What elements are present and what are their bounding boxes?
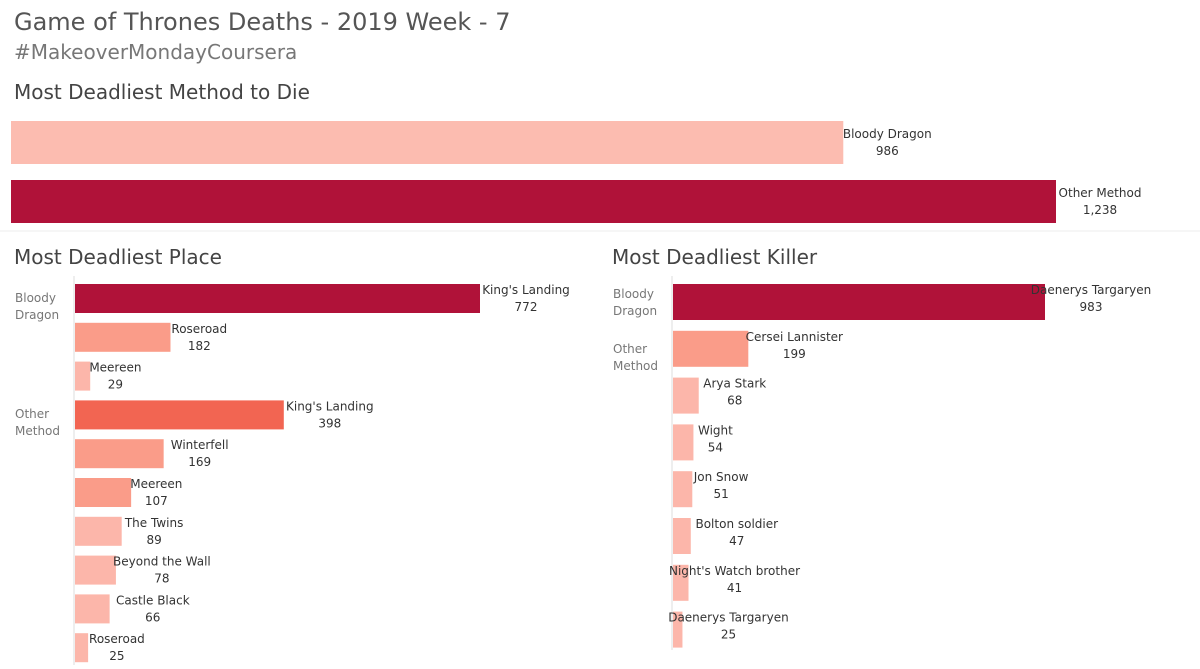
place-bar-value: 107 xyxy=(145,494,168,508)
killer-bar-label: Arya Stark xyxy=(703,377,766,391)
place-bar-label: The Twins xyxy=(124,516,183,530)
killer-bar-value: 47 xyxy=(729,534,744,548)
place-bar-label: Castle Black xyxy=(116,593,190,607)
place-bar-value: 29 xyxy=(108,378,123,392)
method-bar-label: Bloody Dragon xyxy=(843,127,932,141)
method-chart-title: Most Deadliest Method to Die xyxy=(14,80,310,104)
dashboard-title: Game of Thrones Deaths - 2019 Week - 7 xyxy=(14,8,511,36)
place-bar[interactable] xyxy=(75,400,284,430)
method-bar[interactable] xyxy=(11,180,1056,223)
place-bar-label: Winterfell xyxy=(171,438,229,452)
killer-bar-label: Daenerys Targaryen xyxy=(1031,283,1151,297)
place-bar[interactable] xyxy=(75,555,116,585)
killer-bar-value: 54 xyxy=(708,440,723,454)
place-chart-title: Most Deadliest Place xyxy=(14,245,222,269)
killer-bar[interactable] xyxy=(673,377,699,414)
place-bar-label: Roseroad xyxy=(171,322,227,336)
place-bar-value: 398 xyxy=(318,416,341,430)
place-bar-label: Meereen xyxy=(130,477,182,491)
place-bar[interactable] xyxy=(75,439,164,469)
place-bar[interactable] xyxy=(75,594,110,624)
killer-group-label: Dragon xyxy=(613,304,657,318)
killer-bar-label: Bolton soldier xyxy=(695,517,778,531)
place-bar[interactable] xyxy=(75,322,171,352)
killer-chart-title: Most Deadliest Killer xyxy=(612,245,818,269)
place-bar[interactable] xyxy=(75,361,91,391)
place-bar-label: King's Landing xyxy=(482,283,570,297)
killer-bar-label: Cersei Lannister xyxy=(746,330,843,344)
killer-bar-value: 983 xyxy=(1080,300,1103,314)
place-bar[interactable] xyxy=(75,633,89,663)
place-group-label: Dragon xyxy=(15,308,59,322)
killer-group-label: Method xyxy=(613,359,658,373)
place-bar-value: 89 xyxy=(146,533,161,547)
place-bar[interactable] xyxy=(75,516,122,546)
place-group-label: Other xyxy=(15,407,49,421)
killer-bar-label: Daenerys Targaryen xyxy=(668,611,788,625)
killer-bar[interactable] xyxy=(673,424,694,461)
place-bar-value: 182 xyxy=(188,339,211,353)
dashboard-subtitle: #MakeoverMondayCoursera xyxy=(14,40,298,64)
place-bar-value: 25 xyxy=(109,649,124,663)
killer-bar[interactable] xyxy=(673,518,691,554)
killer-bar[interactable] xyxy=(673,564,689,601)
place-bar-value: 772 xyxy=(515,300,538,314)
place-bar-value: 66 xyxy=(145,610,160,624)
place-group-label: Bloody xyxy=(15,291,56,305)
place-bar-value: 78 xyxy=(154,572,169,586)
killer-bar-value: 41 xyxy=(727,581,742,595)
place-bar[interactable] xyxy=(75,478,132,507)
killer-bar-label: Night's Watch brother xyxy=(669,564,800,578)
killer-bar[interactable] xyxy=(673,611,683,648)
killer-bar-value: 51 xyxy=(713,487,728,501)
killer-bar[interactable] xyxy=(673,471,693,508)
method-bar-value: 1,238 xyxy=(1083,203,1117,217)
killer-bar-value: 199 xyxy=(783,347,806,361)
place-bar-label: Meereen xyxy=(89,361,141,375)
killer-bar[interactable] xyxy=(673,284,1045,320)
place-group-label: Method xyxy=(15,424,60,438)
killer-bar[interactable] xyxy=(673,330,749,367)
killer-bar-label: Wight xyxy=(698,423,733,437)
place-bar-label: Roseroad xyxy=(89,632,145,646)
place-bar-label: Beyond the Wall xyxy=(113,555,211,569)
killer-bar-value: 68 xyxy=(727,394,742,408)
method-bar[interactable] xyxy=(11,121,844,164)
method-bar-label: Other Method xyxy=(1059,186,1142,200)
place-bar[interactable] xyxy=(75,284,480,313)
killer-group-label: Bloody xyxy=(613,287,654,301)
killer-group-label: Other xyxy=(613,342,647,356)
method-bar-value: 986 xyxy=(876,144,899,158)
killer-bar-value: 25 xyxy=(721,628,736,642)
place-bar-label: King's Landing xyxy=(286,399,374,413)
place-bar-value: 169 xyxy=(188,455,211,469)
killer-bar-label: Jon Snow xyxy=(693,470,749,484)
